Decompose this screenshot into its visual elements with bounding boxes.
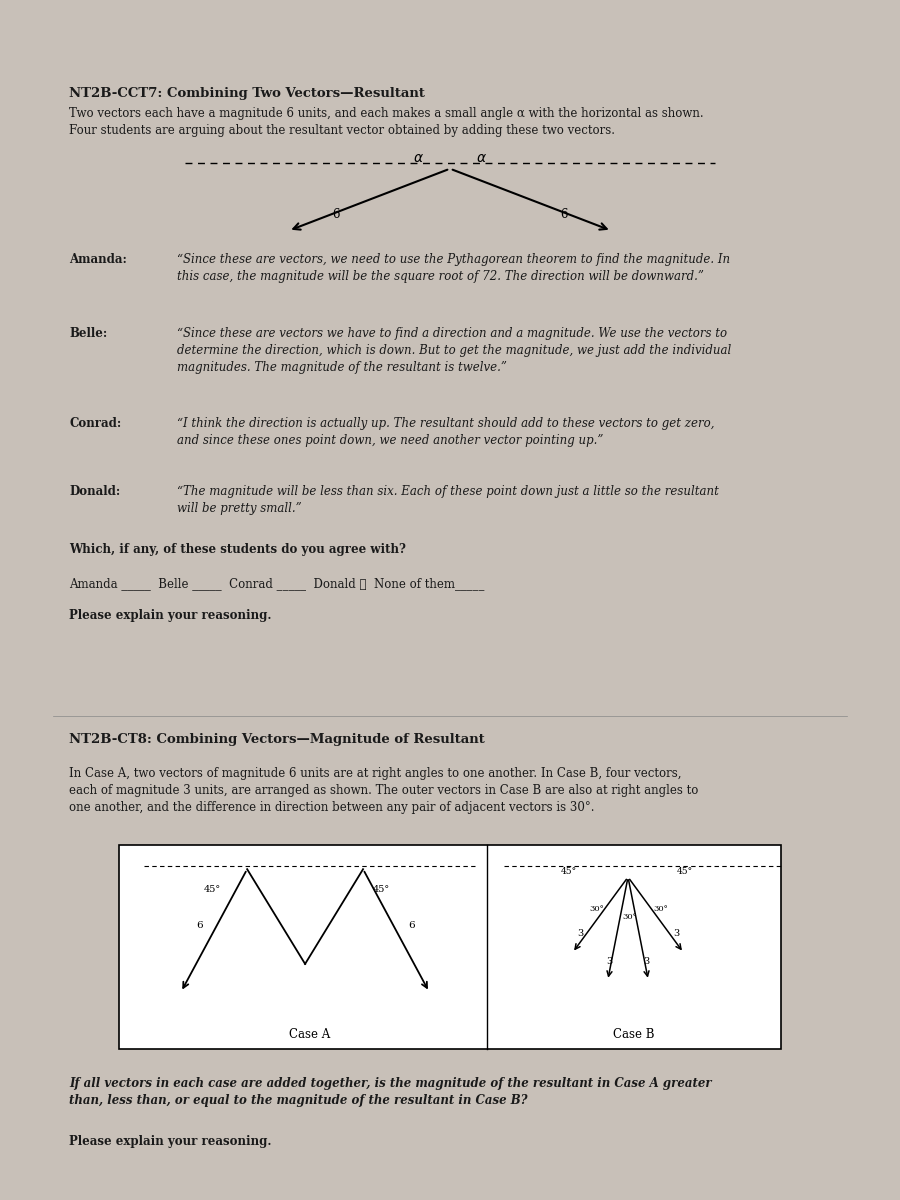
Text: 45°: 45° [373, 884, 390, 894]
Text: If all vectors in each case are added together, is the magnitude of the resultan: If all vectors in each case are added to… [69, 1076, 712, 1106]
Text: “I think the direction is actually up. The resultant should add to these vectors: “I think the direction is actually up. T… [176, 416, 715, 446]
Text: 6: 6 [408, 920, 414, 930]
Text: 45°: 45° [203, 884, 220, 894]
Text: 3: 3 [607, 958, 613, 966]
Text: Please explain your reasoning.: Please explain your reasoning. [69, 608, 272, 622]
Text: Donald:: Donald: [69, 485, 121, 498]
Text: “Since these are vectors, we need to use the Pythagorean theorem to find the mag: “Since these are vectors, we need to use… [176, 253, 730, 283]
Text: 6: 6 [561, 209, 568, 222]
Text: $\alpha$: $\alpha$ [413, 151, 424, 166]
Text: 3: 3 [577, 929, 583, 938]
Text: Please explain your reasoning.: Please explain your reasoning. [69, 1135, 272, 1148]
Text: $\alpha$: $\alpha$ [476, 151, 487, 166]
Text: Which, if any, of these students do you agree with?: Which, if any, of these students do you … [69, 544, 406, 556]
Text: 3: 3 [673, 929, 680, 938]
Text: In Case A, two vectors of magnitude 6 units are at right angles to one another. : In Case A, two vectors of magnitude 6 un… [69, 767, 698, 814]
Text: NT2B-CT8: Combining Vectors—Magnitude of Resultant: NT2B-CT8: Combining Vectors—Magnitude of… [69, 733, 485, 745]
Text: 45°: 45° [561, 866, 577, 876]
Text: Amanda:: Amanda: [69, 253, 127, 266]
Text: Two vectors each have a magnitude 6 units, and each makes a small angle α with t: Two vectors each have a magnitude 6 unit… [69, 107, 704, 137]
Text: 30°: 30° [653, 905, 669, 913]
Text: 30°: 30° [622, 912, 637, 920]
Text: Case A: Case A [289, 1028, 330, 1042]
Text: “Since these are vectors we have to find a direction and a magnitude. We use the: “Since these are vectors we have to find… [176, 326, 731, 373]
Text: Case B: Case B [614, 1028, 655, 1042]
Text: 45°: 45° [676, 866, 692, 876]
Text: 3: 3 [644, 958, 650, 966]
Text: 6: 6 [196, 920, 202, 930]
Text: 6: 6 [332, 209, 339, 222]
Text: Amanda _____  Belle _____  Conrad _____  Donald ✓  None of them_____: Amanda _____ Belle _____ Conrad _____ Do… [69, 577, 484, 590]
Text: 30°: 30° [590, 905, 604, 913]
Text: Conrad:: Conrad: [69, 416, 122, 430]
Text: Belle:: Belle: [69, 326, 107, 340]
Bar [119, 846, 781, 1049]
Text: NT2B-CCT7: Combining Two Vectors—Resultant: NT2B-CCT7: Combining Two Vectors—Resulta… [69, 88, 425, 101]
Text: “The magnitude will be less than six. Each of these point down just a little so : “The magnitude will be less than six. Ea… [176, 485, 718, 515]
